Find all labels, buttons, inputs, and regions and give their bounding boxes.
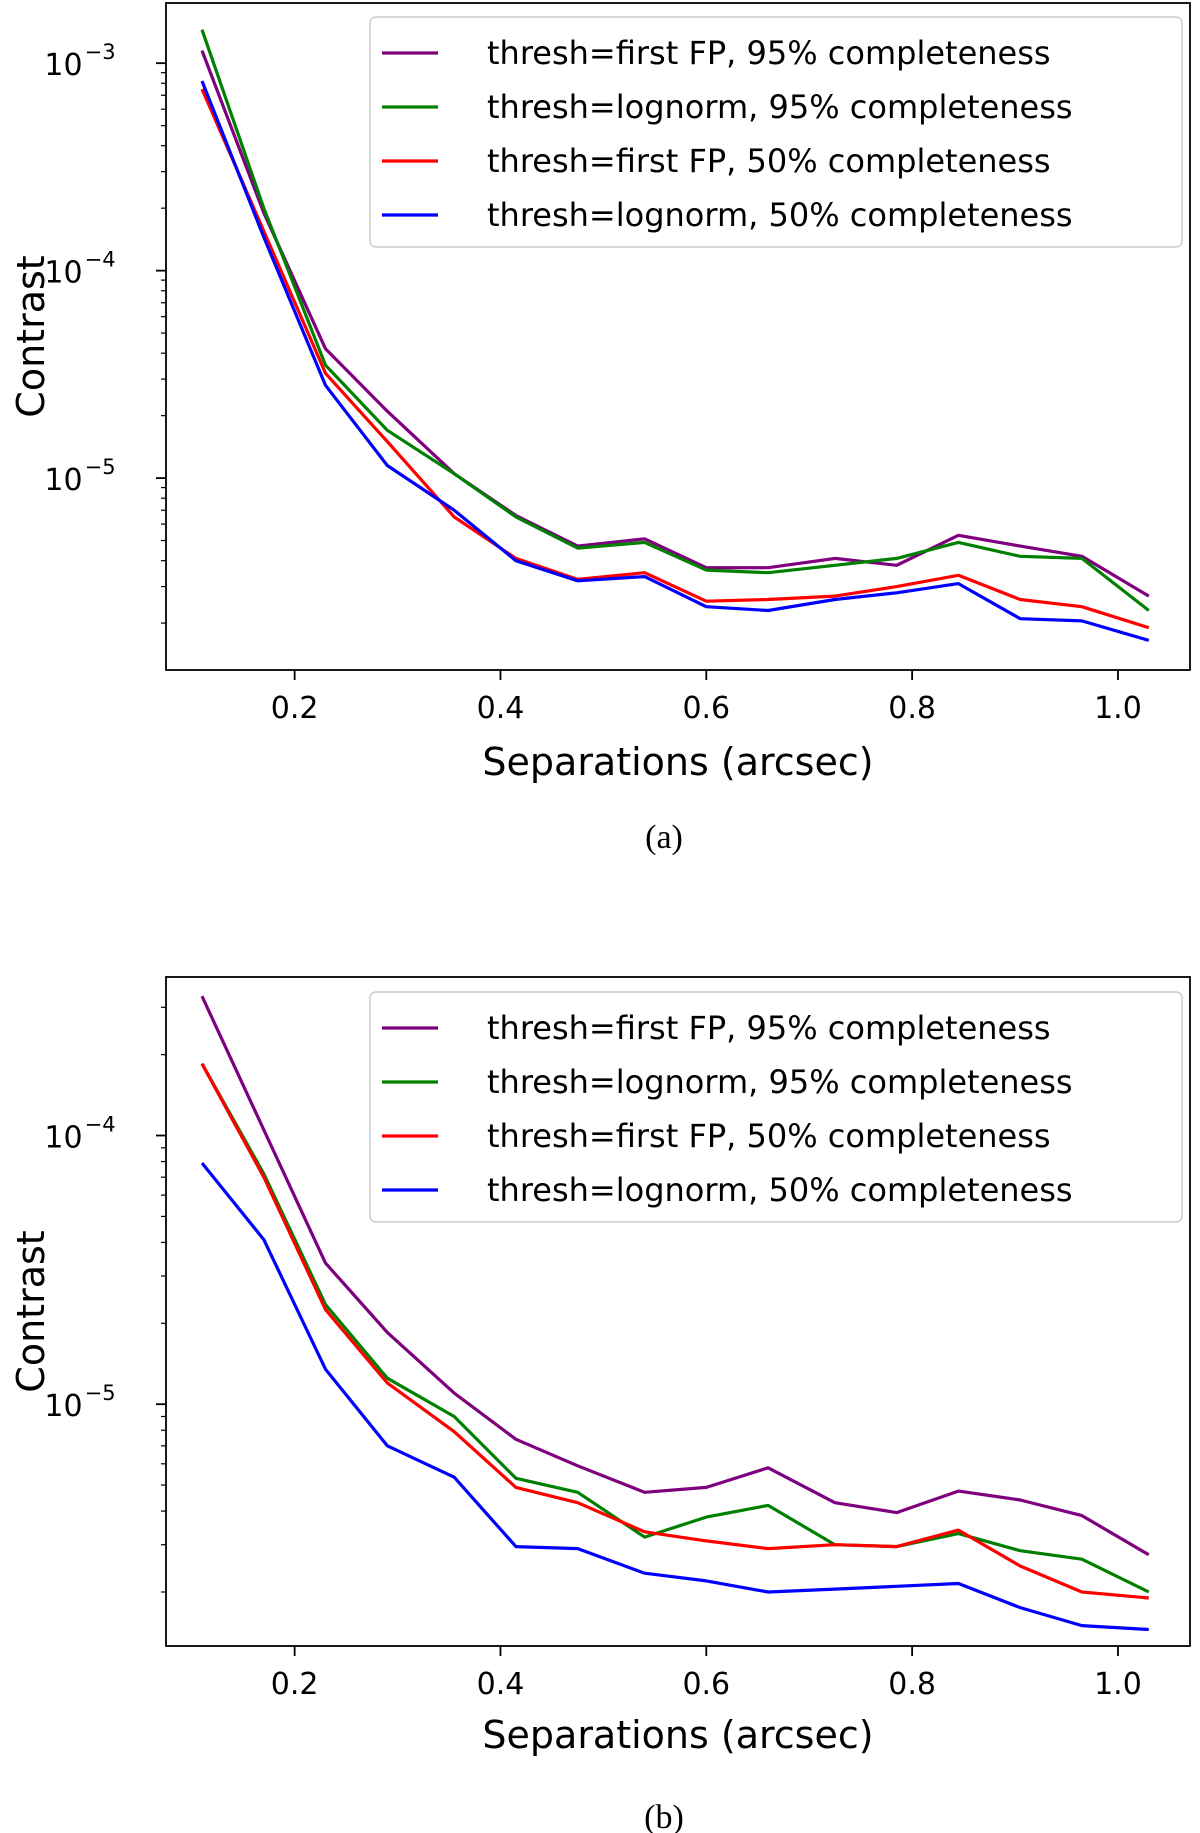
y-tick-label: 10−4	[44, 248, 115, 291]
legend-item: thresh=lognorm, 50% completeness	[382, 196, 1073, 234]
x-tick-label: 0.6	[682, 691, 730, 726]
legend-item: thresh=first FP, 50% completeness	[382, 142, 1051, 180]
legend-item: thresh=lognorm, 95% completeness	[382, 88, 1073, 126]
legend-box	[369, 16, 1183, 248]
y-tick-label: 10−4	[44, 1113, 115, 1156]
series-line-1	[200, 995, 1150, 1557]
x-tick-label: 0.2	[271, 1667, 319, 1702]
legend-label: thresh=lognorm, 95% completeness	[487, 88, 1073, 126]
legend-item: thresh=lognorm, 95% completeness	[382, 1063, 1073, 1101]
x-tick-label: 1.0	[1094, 1667, 1142, 1702]
series-line-4	[200, 1161, 1149, 1632]
x-axis-label: Separations (arcsec)	[482, 1713, 873, 1757]
chart-panel-a: 0.2 0.4 0.6 0.8 1.0 10−3 10−4 10−5 Separations (…	[9, 2, 1191, 856]
x-tick-label: 0.4	[477, 691, 525, 726]
y-tick-exponent: −4	[85, 1113, 116, 1137]
series-line-2	[200, 1062, 1150, 1594]
x-tick-label: 0.8	[888, 691, 936, 726]
y-tick-exponent: −4	[85, 248, 116, 272]
series-line-3	[200, 88, 1150, 630]
series-line-4	[200, 80, 1150, 642]
x-tick-label: 0.6	[682, 1667, 730, 1702]
y-tick-exponent: −5	[85, 455, 116, 479]
chart-panel-b: 0.2 0.4 0.6 0.8 1.0 10−4 10−5 Separations (arcs…	[9, 976, 1191, 1833]
legend-label: thresh=lognorm, 50% completeness	[487, 1171, 1073, 1209]
legend-label: thresh=first FP, 95% completeness	[487, 1009, 1051, 1047]
y-tick-exponent: −3	[85, 40, 116, 64]
legend-item: thresh=first FP, 50% completeness	[382, 1117, 1051, 1155]
x-tick-label: 0.2	[271, 691, 319, 726]
legend-label: thresh=lognorm, 50% completeness	[487, 196, 1073, 234]
legend-item: thresh=first FP, 95% completeness	[382, 34, 1051, 72]
legend-label: thresh=first FP, 50% completeness	[487, 1117, 1051, 1155]
y-tick-label: 10−5	[44, 1381, 115, 1424]
x-tick-label: 1.0	[1094, 691, 1142, 726]
panel-caption: (a)	[645, 819, 683, 856]
x-tick-label: 0.8	[888, 1667, 936, 1702]
legend-label: thresh=first FP, 50% completeness	[487, 142, 1051, 180]
panel-caption: (b)	[644, 1799, 684, 1833]
series-line-2	[200, 29, 1150, 612]
y-axis-label: Contrast	[9, 1230, 53, 1392]
series-line-1	[200, 50, 1150, 598]
x-tick-label: 0.4	[477, 1667, 525, 1702]
legend: thresh=first FP, 95% completeness thresh=…	[369, 991, 1183, 1223]
y-tick-label: 10−3	[44, 40, 115, 83]
legend-item: thresh=first FP, 95% completeness	[382, 1009, 1051, 1047]
y-tick-exponent: −5	[85, 1381, 116, 1405]
legend-label: thresh=lognorm, 95% completeness	[487, 1063, 1073, 1101]
legend-item: thresh=lognorm, 50% completeness	[382, 1171, 1073, 1209]
legend: thresh=first FP, 95% completeness thresh=…	[369, 16, 1183, 248]
plot-frame	[165, 2, 1191, 671]
y-axis-label: Contrast	[9, 255, 53, 417]
y-tick-label: 10−5	[44, 455, 115, 498]
series-line-3	[200, 1062, 1149, 1600]
x-axis-label: Separations (arcsec)	[482, 740, 873, 784]
legend-label: thresh=first FP, 95% completeness	[487, 34, 1051, 72]
legend-box	[369, 991, 1183, 1223]
plot-frame	[165, 976, 1191, 1647]
